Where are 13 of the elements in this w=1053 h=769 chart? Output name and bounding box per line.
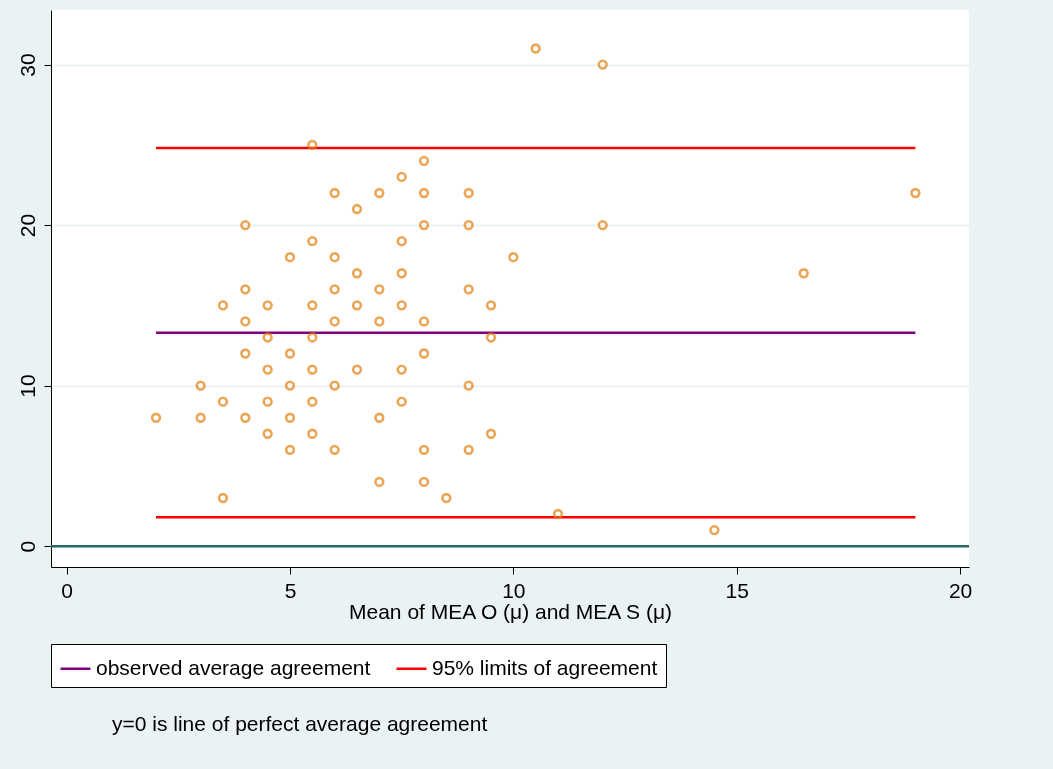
y-tick-label: 0 xyxy=(15,540,39,553)
x-tick-label: 20 xyxy=(948,578,973,602)
x-tick-label: 0 xyxy=(61,578,73,602)
legend-label: 95% limits of agreement xyxy=(432,655,658,679)
text: y=0 is line of perfect average agreement xyxy=(112,712,488,736)
y-tick-label: 20 xyxy=(15,213,39,238)
y-tick-label: 10 xyxy=(15,374,39,398)
x-axis-title: Mean of MEA O (μ) and MEA S (μ) xyxy=(349,599,672,623)
x-tick-label: 10 xyxy=(502,578,526,602)
x-tick-label: 15 xyxy=(725,578,749,602)
y-tick-label: 30 xyxy=(15,53,39,77)
legend-label: observed average agreement xyxy=(96,655,371,679)
x-tick-label: 5 xyxy=(284,578,297,602)
